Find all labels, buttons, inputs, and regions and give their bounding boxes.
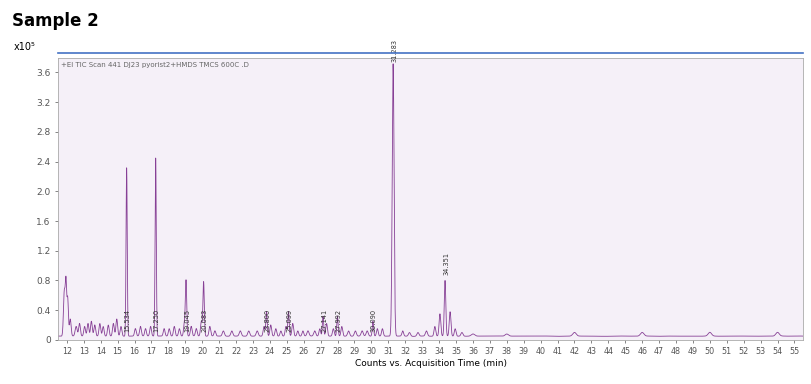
Text: 15.534: 15.534 (125, 309, 131, 333)
Text: Sample 2: Sample 2 (12, 12, 99, 30)
Text: 31.283: 31.283 (391, 39, 397, 62)
Text: 23.800: 23.800 (264, 309, 271, 333)
Text: +EI TIC Scan 441 DJ23 pyorist2+HMDS TMCS 600C .D: +EI TIC Scan 441 DJ23 pyorist2+HMDS TMCS… (61, 62, 249, 68)
Y-axis label: x10⁵: x10⁵ (14, 42, 36, 52)
Text: 27.992: 27.992 (336, 309, 341, 333)
Text: 19.045: 19.045 (184, 309, 190, 333)
Text: 17.250: 17.250 (154, 309, 160, 333)
Text: 34.351: 34.351 (443, 252, 449, 275)
Text: 27.141: 27.141 (321, 309, 327, 333)
Text: 25.099: 25.099 (286, 309, 293, 333)
Text: 30.090: 30.090 (371, 309, 377, 333)
Text: 20.083: 20.083 (202, 309, 208, 333)
X-axis label: Counts vs. Acquisition Time (min): Counts vs. Acquisition Time (min) (354, 359, 507, 368)
